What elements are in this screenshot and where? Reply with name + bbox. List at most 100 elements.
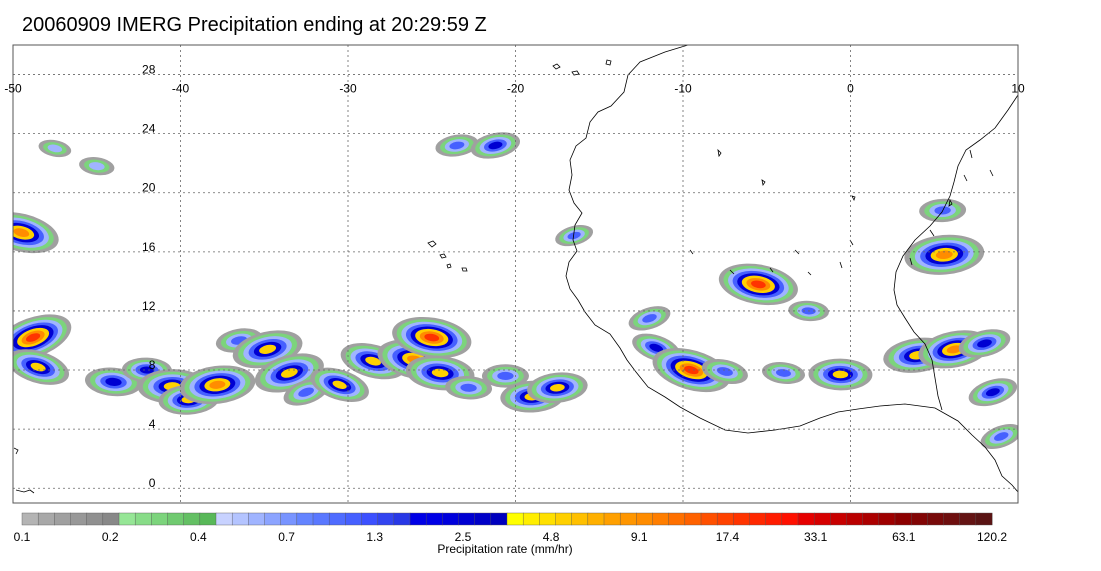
- coastline-layer: [13, 45, 1018, 494]
- rain-contour: [449, 141, 465, 150]
- colorbar-swatch-4: [86, 512, 104, 526]
- latitude-labels: 28 24 20 16 12 8 4 0: [142, 63, 156, 491]
- colorbar-swatch-54: [894, 512, 912, 526]
- colorbar-swatch-21: [361, 512, 379, 526]
- rain-contour: [431, 368, 449, 378]
- lon-label-1: -40: [172, 82, 190, 96]
- rain-cell: [968, 378, 1018, 407]
- rain-cell: [628, 306, 671, 331]
- colorbar-swatch-17: [296, 512, 314, 526]
- rain-contour: [776, 369, 791, 377]
- colorbar-swatch-30: [506, 512, 524, 526]
- rain-cell: [980, 423, 1018, 450]
- rain-cell: [310, 367, 369, 402]
- rain-contour: [716, 367, 733, 376]
- colorbar-swatch-28: [474, 512, 492, 526]
- rain-cell: [38, 139, 72, 158]
- colorbar-swatch-36: [603, 512, 621, 526]
- rain-contour: [567, 231, 581, 240]
- colorbar-swatch-33: [555, 512, 573, 526]
- africa-coastline: [565, 45, 1018, 493]
- rain-contour: [994, 432, 1009, 441]
- lon-label-3: -20: [507, 82, 525, 96]
- colorbar-swatch-40: [668, 512, 686, 526]
- precipitation-layer: [13, 132, 1018, 450]
- rain-contour: [460, 383, 477, 392]
- rain-contour: [259, 344, 277, 354]
- colorbar-swatch-23: [393, 512, 411, 526]
- rain-contour: [105, 377, 122, 386]
- map-background: [13, 45, 1018, 503]
- colorbar-tick-8: 17.4: [716, 530, 740, 544]
- colorbar-swatch-12: [215, 512, 233, 526]
- lon-label-4: -10: [674, 82, 692, 96]
- rain-contour: [935, 250, 953, 260]
- rain-cell: [84, 367, 143, 397]
- colorbar-swatch-16: [280, 512, 298, 526]
- rain-contour: [139, 366, 155, 374]
- colorbar-swatch-20: [345, 512, 363, 526]
- colorbar-swatch-31: [522, 512, 540, 526]
- rain-cell: [904, 234, 985, 275]
- colorbar-swatch-9: [167, 512, 185, 526]
- colorbar-swatch-56: [927, 512, 944, 526]
- colorbar-tick-2: 0.4: [190, 530, 207, 544]
- colorbar-label: Precipitation rate (mm/hr): [437, 542, 572, 556]
- colorbar-swatch-51: [846, 512, 864, 526]
- rain-contour: [88, 162, 105, 171]
- cape-verde: [427, 240, 468, 272]
- colorbar-swatch-29: [490, 512, 508, 526]
- colorbar-swatch-27: [458, 512, 476, 526]
- rain-cell: [13, 314, 72, 361]
- rain-contour: [751, 280, 766, 289]
- colorbar-swatch-58: [959, 512, 977, 526]
- colorbar-swatch-6: [118, 512, 136, 526]
- colorbar-swatch-45: [749, 512, 767, 526]
- rain-contour: [985, 388, 1000, 397]
- colorbar-swatch-24: [409, 512, 427, 526]
- rain-contour: [298, 387, 314, 397]
- map-title: 20060909 IMERG Precipitation ending at 2…: [22, 14, 487, 36]
- colorbar-tick-6: 4.8: [543, 530, 560, 544]
- rain-contour: [642, 314, 657, 323]
- colorbar-swatch-15: [264, 512, 282, 526]
- lat-label-6: 4: [149, 417, 156, 431]
- rain-contour: [832, 370, 849, 379]
- lon-label-2: -30: [339, 82, 357, 96]
- rain-cell: [958, 329, 1011, 358]
- colorbar-swatch-55: [910, 512, 928, 526]
- rain-contour: [497, 371, 514, 380]
- lon-label-6: 10: [1011, 82, 1025, 96]
- colorbar-swatch-49: [813, 512, 831, 526]
- colorbar-swatch-11: [199, 512, 217, 526]
- colorbar-swatch-46: [765, 512, 783, 526]
- rain-contour: [47, 144, 63, 153]
- colorbar-swatch-22: [377, 512, 395, 526]
- lat-label-4: 12: [142, 299, 156, 313]
- rain-contour: [365, 356, 381, 366]
- rain-cell: [13, 349, 70, 385]
- colorbar-tick-1: 0.2: [102, 530, 119, 544]
- colorbar-tick-11: 120.2: [977, 530, 1007, 544]
- colorbar-swatch-2: [54, 512, 71, 526]
- colorbar-swatch-48: [797, 512, 815, 526]
- rain-cell: [470, 132, 521, 159]
- colorbar-tick-0: 0.1: [14, 530, 31, 544]
- colorbar-swatch-0: [21, 512, 39, 526]
- rain-contour: [25, 333, 41, 342]
- rain-cell: [652, 348, 731, 393]
- lon-label-5: 0: [847, 82, 854, 96]
- lon-label-0: -50: [4, 82, 22, 96]
- colorbar-tick-3: 0.7: [278, 530, 295, 544]
- canary-islands: [552, 59, 612, 76]
- colorbar-swatch-57: [943, 512, 961, 526]
- rain-contour: [649, 343, 664, 352]
- lat-label-7: 0: [149, 476, 156, 490]
- colorbar-swatch-42: [700, 512, 718, 526]
- rain-contour: [977, 339, 992, 348]
- lat-label-1: 24: [142, 122, 156, 136]
- rain-contour: [946, 345, 962, 354]
- colorbar-swatch-25: [425, 512, 443, 526]
- africa-east-coast: [893, 94, 1018, 411]
